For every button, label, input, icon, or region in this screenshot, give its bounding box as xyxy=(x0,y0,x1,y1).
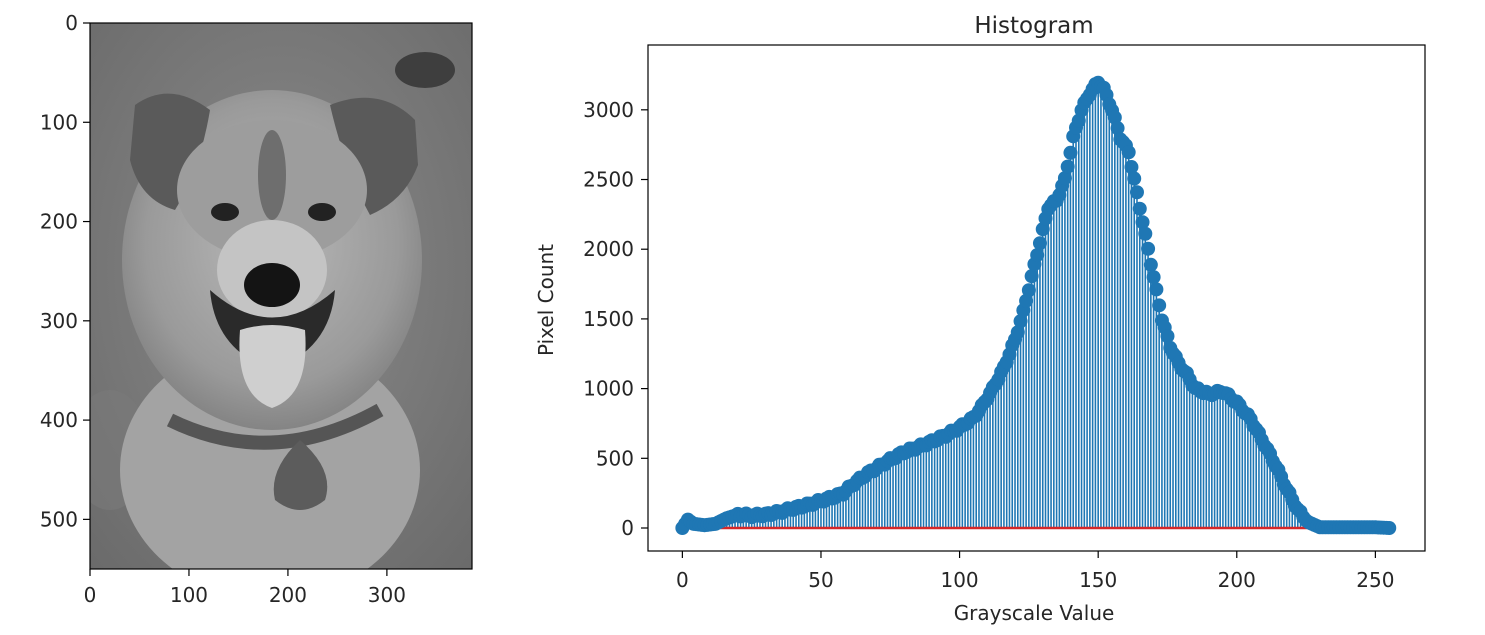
histogram-x-tick-label: 250 xyxy=(1356,568,1394,592)
histogram-y-tick-label: 2500 xyxy=(583,168,634,192)
histogram-marker xyxy=(1060,159,1075,174)
histogram-marker xyxy=(1152,298,1167,313)
histogram-marker xyxy=(1127,171,1142,186)
histogram-marker xyxy=(1013,314,1028,329)
image-frame xyxy=(89,22,473,570)
image-panel: 0 100 200 300 0 100 200 300 400 500 xyxy=(40,11,473,607)
histogram-marker xyxy=(1382,521,1397,535)
image-y-tick-label: 400 xyxy=(40,408,78,432)
histogram-x-tick-label: 100 xyxy=(940,568,978,592)
histogram-marker xyxy=(1107,110,1122,125)
histogram-marker xyxy=(1024,269,1039,284)
dog-photo xyxy=(90,23,472,569)
histogram-y-tick-label: 1500 xyxy=(583,307,634,331)
histogram-x-tick-label: 50 xyxy=(808,568,833,592)
histogram-marker xyxy=(1138,226,1153,241)
histogram-marker xyxy=(1063,145,1078,160)
histogram-marker xyxy=(1143,257,1158,272)
chart-title: Histogram xyxy=(974,13,1093,39)
image-x-tick-label: 100 xyxy=(170,583,208,607)
histogram-marker xyxy=(1149,282,1164,297)
histogram-x-axis: 0 50 100 150 200 250 xyxy=(676,551,1394,592)
x-axis-label: Grayscale Value xyxy=(954,601,1115,625)
histogram-marker xyxy=(1032,236,1047,251)
histogram-y-tick-label: 0 xyxy=(621,516,634,540)
image-y-tick-label: 500 xyxy=(40,507,78,531)
histogram-y-axis: 0 500 1000 1500 2000 2500 3000 xyxy=(583,98,648,540)
histogram-markers xyxy=(675,75,1397,535)
histogram-marker xyxy=(1160,329,1175,344)
histogram-marker xyxy=(1146,270,1161,285)
histogram-marker xyxy=(1124,160,1139,175)
image-x-tick-label: 0 xyxy=(84,583,97,607)
histogram-x-tick-label: 150 xyxy=(1079,568,1117,592)
y-axis-label: Pixel Count xyxy=(534,244,558,356)
histogram-marker xyxy=(1010,325,1025,340)
histogram-marker xyxy=(1141,241,1156,256)
histogram-marker xyxy=(1030,248,1045,263)
image-y-axis: 0 100 200 300 400 500 xyxy=(40,11,90,531)
histogram-stems xyxy=(684,82,1388,528)
histogram-panel: Histogram 0 50 100 150 200 250 0 500 1000 1500 20… xyxy=(534,13,1426,625)
plot-frame xyxy=(647,44,1426,552)
histogram-y-tick-label: 500 xyxy=(596,446,634,470)
histogram-marker xyxy=(1129,185,1144,200)
histogram-marker xyxy=(1121,145,1136,160)
histogram-y-tick-label: 2000 xyxy=(583,237,634,261)
image-y-tick-label: 0 xyxy=(65,11,78,35)
image-y-tick-label: 200 xyxy=(40,210,78,234)
image-x-tick-label: 300 xyxy=(368,583,406,607)
histogram-marker xyxy=(1019,293,1034,308)
image-y-tick-label: 300 xyxy=(40,309,78,333)
histogram-x-tick-label: 0 xyxy=(676,568,689,592)
image-y-tick-label: 100 xyxy=(40,110,78,134)
histogram-y-tick-label: 1000 xyxy=(583,377,634,401)
image-x-axis: 0 100 200 300 xyxy=(84,569,406,607)
histogram-marker xyxy=(1057,171,1072,186)
histogram-x-tick-label: 200 xyxy=(1218,568,1256,592)
histogram-marker xyxy=(1035,222,1050,237)
histogram-marker xyxy=(1021,283,1036,298)
histogram-marker xyxy=(1135,215,1150,230)
histogram-marker xyxy=(1110,121,1125,136)
image-x-tick-label: 200 xyxy=(269,583,307,607)
histogram-marker xyxy=(1132,201,1147,216)
histogram-y-tick-label: 3000 xyxy=(583,98,634,122)
